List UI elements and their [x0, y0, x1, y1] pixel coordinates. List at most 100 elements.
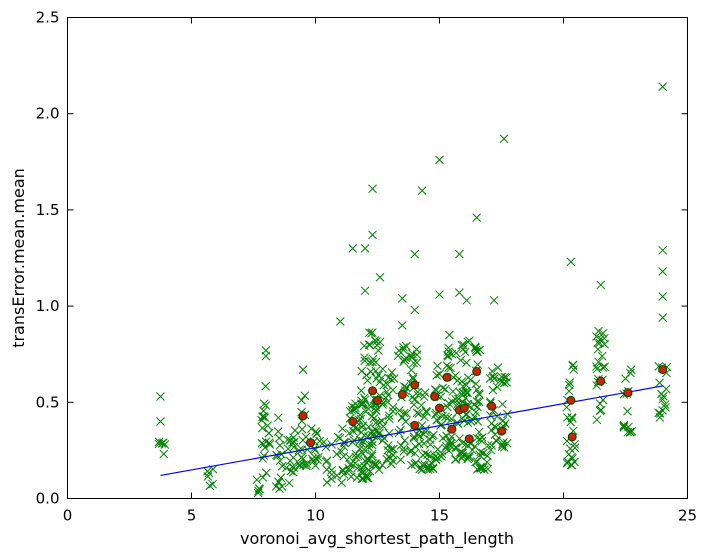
- y-tick-label: 0.0: [36, 490, 60, 508]
- data-point-marker: [486, 445, 496, 455]
- data-point-marker: [372, 374, 381, 383]
- data-point-marker: [433, 361, 442, 371]
- data-point-marker: [364, 340, 374, 349]
- data-point-marker: [366, 367, 376, 376]
- mean-point: [658, 365, 668, 375]
- data-point-marker: [473, 347, 482, 356]
- data-point-marker: [400, 436, 410, 445]
- mean-point: [567, 432, 577, 442]
- mean-point: [472, 367, 482, 377]
- data-point-marker: [462, 295, 472, 305]
- data-point-marker: [444, 343, 453, 353]
- data-point-marker: [399, 357, 409, 367]
- data-point-marker: [359, 393, 369, 403]
- data-point-marker: [273, 427, 283, 436]
- data-point-marker: [365, 466, 375, 476]
- data-point-marker: [302, 461, 311, 471]
- data-point-marker: [619, 423, 629, 432]
- data-point-marker: [384, 411, 394, 421]
- data-point-marker: [566, 257, 576, 267]
- data-point-marker: [311, 461, 320, 470]
- x-tick-label: 5: [187, 507, 197, 525]
- data-point-marker: [205, 481, 215, 491]
- data-point-marker: [471, 407, 481, 417]
- data-point-marker: [442, 431, 451, 441]
- data-point-marker: [285, 456, 295, 466]
- data-point-marker: [337, 447, 346, 456]
- data-point-marker: [263, 421, 272, 430]
- data-point-marker: [443, 352, 453, 361]
- data-point-marker: [489, 374, 499, 384]
- data-point-marker: [406, 447, 415, 457]
- data-point-marker: [321, 442, 331, 452]
- data-point-marker: [319, 437, 329, 447]
- data-point-marker: [283, 444, 293, 454]
- data-point-marker: [497, 442, 507, 452]
- data-point-marker: [562, 402, 572, 412]
- data-point-marker: [265, 440, 275, 449]
- mean-point: [348, 417, 358, 427]
- data-point-marker: [420, 412, 429, 422]
- data-point-marker: [271, 482, 281, 491]
- data-point-marker: [658, 394, 667, 404]
- data-point-marker: [397, 413, 407, 422]
- data-point-marker: [454, 394, 463, 404]
- data-point-marker: [258, 412, 267, 421]
- data-point-marker: [401, 383, 411, 392]
- data-point-marker: [463, 373, 473, 383]
- data-point-marker: [461, 386, 471, 396]
- data-point-marker: [658, 292, 668, 301]
- mean-point: [623, 388, 633, 398]
- data-point-marker: [351, 449, 361, 459]
- data-point-marker: [570, 439, 579, 449]
- data-point-marker: [470, 342, 480, 352]
- data-point-marker: [421, 424, 431, 434]
- data-point-marker: [338, 424, 347, 433]
- data-point-marker: [339, 469, 349, 479]
- data-point-marker: [454, 288, 464, 297]
- data-point-marker: [489, 295, 499, 305]
- data-point-marker: [252, 475, 262, 485]
- data-point-marker: [486, 411, 495, 420]
- data-point-marker: [487, 366, 497, 376]
- data-point-marker: [360, 356, 370, 366]
- data-point-marker: [156, 417, 165, 426]
- data-point-marker: [335, 317, 345, 326]
- data-point-marker: [658, 313, 668, 322]
- mean-point: [447, 424, 457, 434]
- data-point-marker: [204, 468, 214, 478]
- data-point-marker: [285, 435, 295, 445]
- data-point-marker: [384, 414, 394, 424]
- x-tick-label: 0: [63, 507, 73, 525]
- data-point-marker: [451, 394, 461, 404]
- data-point-marker: [384, 373, 393, 383]
- data-point-marker: [298, 454, 308, 464]
- data-point-marker: [159, 449, 169, 459]
- data-point-marker: [383, 445, 393, 455]
- data-point-marker: [367, 411, 377, 421]
- data-point-marker: [356, 414, 366, 424]
- data-point-marker: [311, 427, 321, 436]
- data-point-marker: [475, 390, 484, 399]
- data-point-marker: [274, 477, 284, 487]
- data-point-marker: [396, 455, 405, 465]
- data-point-marker: [448, 387, 458, 396]
- data-point-marker: [456, 355, 466, 365]
- data-point-marker: [275, 441, 285, 450]
- data-point-marker: [407, 365, 416, 375]
- y-tick-label: 1.0: [36, 297, 60, 315]
- data-point-marker: [487, 425, 496, 435]
- data-point-marker: [419, 392, 429, 402]
- data-point-marker: [619, 420, 629, 430]
- data-point-marker: [661, 403, 670, 412]
- data-point-marker: [375, 272, 385, 282]
- data-point-marker: [417, 186, 427, 196]
- mean-point: [464, 434, 474, 444]
- data-point-marker: [258, 423, 267, 433]
- data-point-marker: [438, 383, 448, 393]
- data-point-marker: [273, 413, 283, 423]
- data-point-marker: [476, 463, 486, 473]
- data-point-marker: [477, 436, 487, 446]
- data-point-marker: [387, 368, 397, 377]
